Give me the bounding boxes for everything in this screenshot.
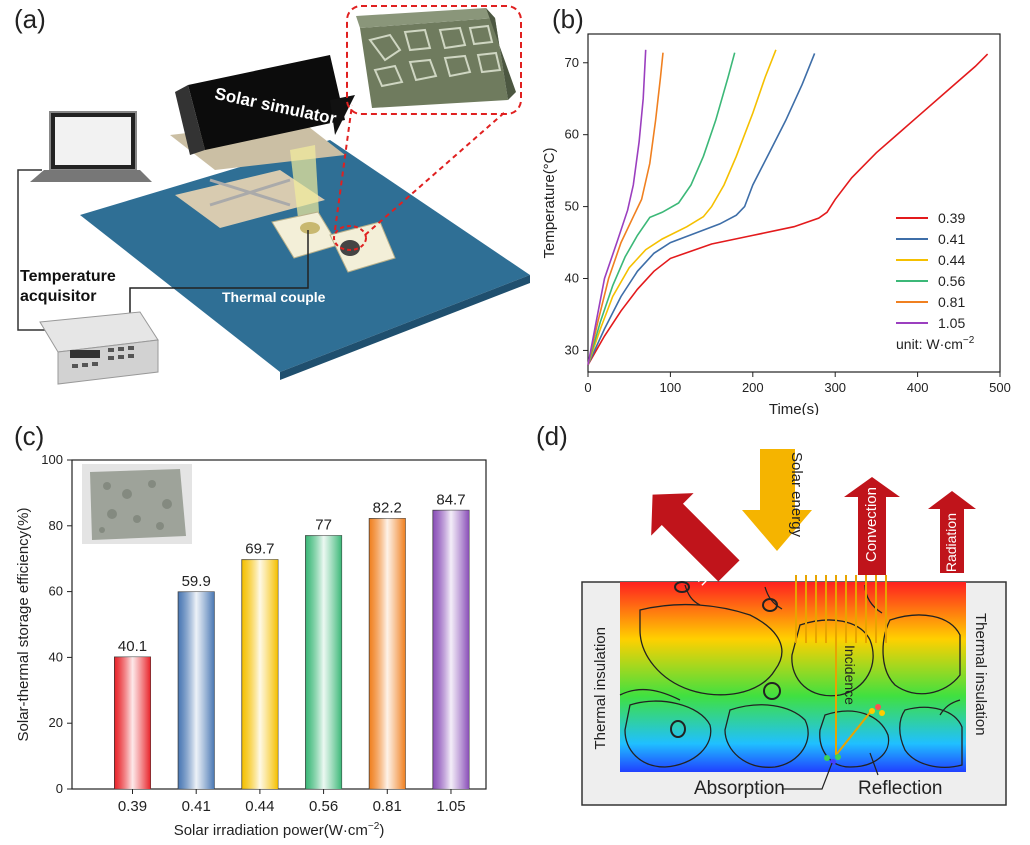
y-axis-label: Solar-thermal storage efficiency(%) — [15, 508, 32, 742]
x-tick-label: 300 — [824, 380, 846, 395]
incidence-label: Incidence — [842, 645, 858, 705]
x-tick-label: 0.39 — [118, 798, 147, 815]
incident-rays — [795, 575, 887, 756]
series-line-0.56 — [587, 52, 736, 366]
solar-energy-label: Solar energy — [788, 452, 805, 538]
thermal-couple-label: Thermal couple — [222, 289, 326, 305]
bar-shine-0.44 — [241, 559, 278, 789]
temperature-acquisitor-label-1: Temperature — [20, 268, 116, 285]
x-tick-label: 1.05 — [436, 798, 465, 815]
legend-unit-note: unit: W·cm−2 — [896, 335, 975, 352]
foam-cells — [619, 584, 963, 768]
x-axis-label: Solar irradiation power(W·cm−2) — [174, 821, 385, 839]
series-line-0.39 — [587, 53, 989, 366]
y-tick-label: 40 — [49, 649, 63, 664]
x-axis-label: Time(s) — [769, 401, 819, 415]
x-tick-label: 0.56 — [309, 798, 338, 815]
bar-value-label: 82.2 — [373, 500, 402, 517]
temperature-acquisitor-label-2: acquisitor — [20, 288, 97, 305]
radiation-label: Radiation — [943, 513, 959, 573]
series-line-1.05 — [587, 49, 647, 365]
y-tick-label: 70 — [565, 55, 579, 70]
x-tick-label: 0.44 — [245, 798, 274, 815]
blue-floor-edge — [280, 275, 530, 380]
panel-c: (c) 0 20 40 60 80 100 40.1 0.39 59.9 0.41 69.7 0.44… — [0, 415, 520, 845]
y-tick-label: 50 — [565, 199, 579, 214]
zoom-circle — [333, 225, 367, 251]
efficiency-bar-chart: 0 20 40 60 80 100 40.1 0.39 59.9 0.41 69.7 0.44 77 0.… — [15, 452, 487, 839]
bar-value-label: 69.7 — [245, 541, 274, 558]
plot-frame — [71, 459, 487, 790]
legend-label: 0.81 — [938, 294, 965, 310]
legend-label: 0.44 — [938, 252, 965, 268]
panel-d: (d) — [520, 415, 1030, 845]
sample-holder — [271, 211, 396, 273]
y-tick-label: 30 — [565, 342, 579, 357]
y-axis-label: Temperature(°C) — [541, 147, 558, 258]
sample-photo-inset — [82, 464, 192, 544]
reflection-out-arrow — [651, 493, 740, 582]
y-tick-label: 60 — [49, 584, 63, 599]
temperature-line-chart: 0 100 200 300 400 500 30 40 50 60 70 Time(s) Tempera… — [541, 33, 1011, 415]
absorption-label: Absorption — [694, 778, 785, 799]
x-tick-label: 200 — [742, 380, 764, 395]
convection-label: Convection — [863, 487, 880, 563]
mechanism-diagram — [581, 449, 1007, 806]
y-tick-label: 60 — [565, 127, 579, 142]
laptop-icon — [30, 111, 152, 182]
series-line-0.44 — [587, 49, 777, 366]
thermocouple-cable — [129, 230, 309, 330]
y-tick-label: 40 — [565, 271, 579, 286]
legend-label: 1.05 — [938, 315, 965, 331]
convection-arrow — [844, 477, 900, 575]
solar-energy-arrow — [742, 449, 812, 551]
legend-label: 0.39 — [938, 210, 965, 226]
foam-sample — [356, 8, 516, 108]
thermal-insulation-right-label: Thermal insulation — [972, 613, 989, 736]
y-tick-label: 100 — [41, 452, 63, 467]
radiation-arrow — [928, 491, 976, 573]
legend-label: 0.41 — [938, 231, 965, 247]
light-beam — [290, 145, 320, 235]
absorption-particles — [824, 704, 885, 765]
panel-b-label: (b) — [552, 4, 584, 34]
x-tick-label: 400 — [907, 380, 929, 395]
panel-a: (a) — [0, 0, 540, 400]
panel-c-label: (c) — [14, 421, 45, 451]
bar-value-label: 77 — [315, 517, 332, 534]
panel-a-label: (a) — [14, 4, 46, 34]
foam-material — [620, 582, 966, 772]
bar-shine-0.39 — [114, 657, 151, 789]
series-line-0.81 — [587, 52, 664, 365]
x-tick-label: 0.41 — [182, 798, 211, 815]
plot-frame — [587, 33, 1001, 373]
y-tick-label: 0 — [56, 781, 63, 796]
thermal-insulation-left-label: Thermal insulation — [592, 627, 609, 750]
bar-shine-0.56 — [305, 535, 342, 789]
bar-shine-0.41 — [178, 591, 215, 789]
panel-b: (b) 0 100 200 300 400 500 30 40 50 60 70 Time(s) Tem… — [540, 0, 1030, 415]
panel-d-label: (d) — [536, 421, 568, 451]
bar-value-label: 59.9 — [182, 573, 211, 590]
reflection-in-label: Reflection — [858, 778, 943, 799]
x-tick-label: 500 — [989, 380, 1011, 395]
x-tick-label: 0.81 — [373, 798, 402, 815]
x-tick-label: 0 — [584, 380, 591, 395]
y-tick-label: 20 — [49, 715, 63, 730]
bar-value-label: 84.7 — [436, 491, 465, 508]
setup-illustration — [17, 5, 530, 385]
zoom-box — [346, 5, 522, 115]
bar-shine-1.05 — [432, 510, 469, 789]
y-tick-label: 80 — [49, 518, 63, 533]
temperature-acquisitor-device — [39, 311, 159, 385]
legend-label: 0.56 — [938, 273, 965, 289]
bar-shine-0.81 — [369, 518, 406, 789]
x-tick-label: 100 — [660, 380, 682, 395]
series-line-0.41 — [587, 53, 816, 366]
bar-value-label: 40.1 — [118, 638, 147, 655]
cable — [17, 169, 45, 331]
